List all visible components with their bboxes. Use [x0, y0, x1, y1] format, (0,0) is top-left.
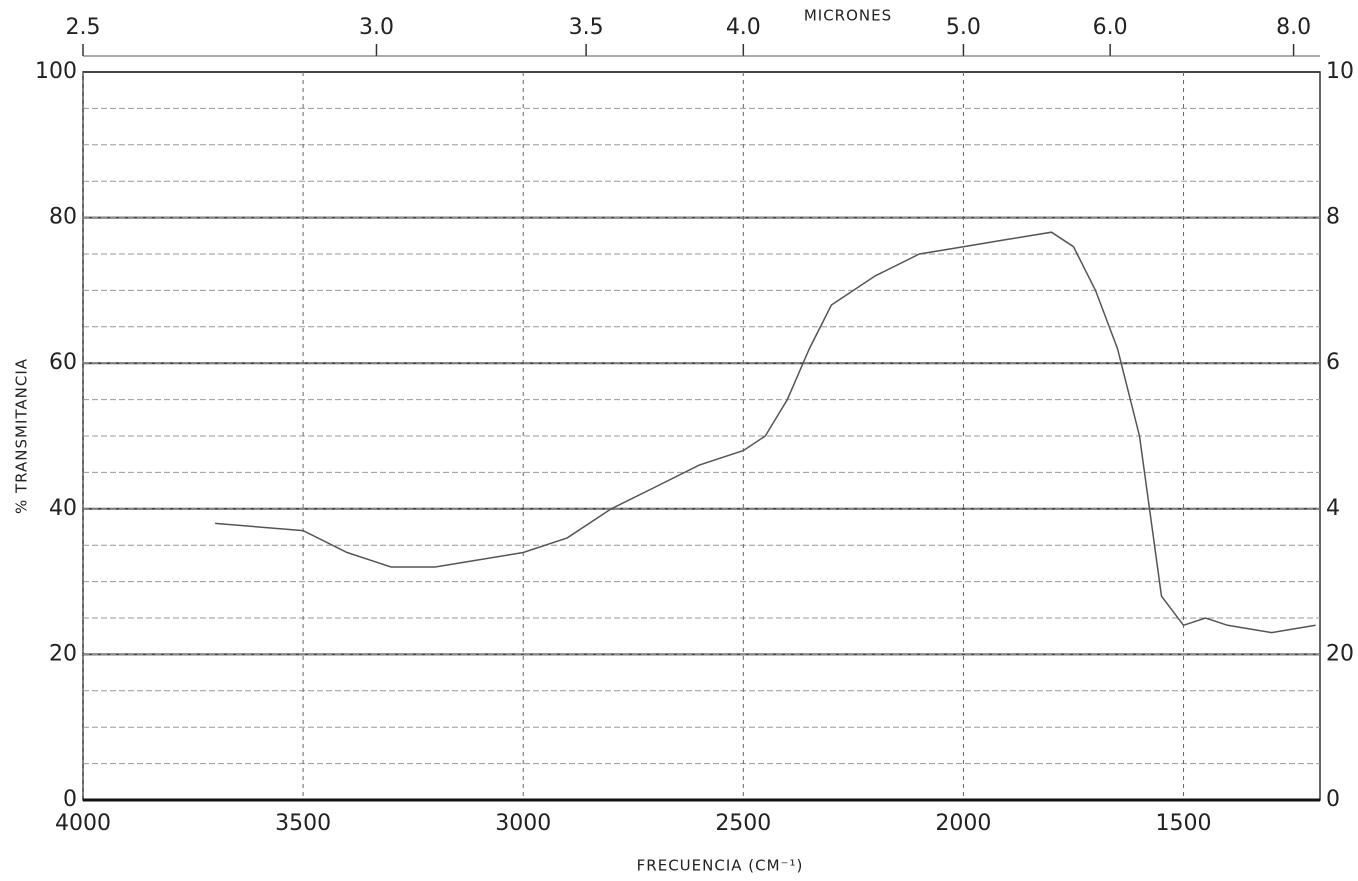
x2-tick-label: 4.0 — [726, 15, 761, 40]
x2-tick-label: 6.0 — [1093, 15, 1128, 40]
x2-tick-label: 8.0 — [1276, 15, 1311, 40]
y-tick-label: 80 — [49, 205, 77, 230]
x-tick-label: 2000 — [935, 811, 991, 836]
y-tick-label: 60 — [49, 350, 77, 375]
spectrum-line — [215, 231, 1316, 634]
right-tick-label: 4 — [1326, 496, 1340, 521]
y-tick-label: 100 — [35, 59, 77, 84]
x-tick-label: 3500 — [275, 811, 331, 836]
x2-tick-label: 5.0 — [946, 15, 981, 40]
right-tick-label: 10 — [1326, 59, 1354, 84]
x-tick-label: 2500 — [715, 811, 771, 836]
x-axis-label: FRECUENCIA (CM⁻¹) — [637, 857, 804, 875]
y-tick-label: 40 — [49, 496, 77, 521]
right-tick-label: 20 — [1326, 641, 1354, 666]
x2-tick-label: 3.0 — [359, 15, 394, 40]
right-tick-label: 8 — [1326, 205, 1340, 230]
y-tick-label: 0 — [63, 787, 77, 812]
y-axis-label: % TRANSMITANCIA — [13, 358, 31, 514]
x-tick-label: 1500 — [1156, 811, 1212, 836]
x2-tick-label: 2.5 — [66, 15, 101, 40]
x-tick-label: 3000 — [495, 811, 551, 836]
right-tick-label: 0 — [1326, 787, 1340, 812]
right-tick-label: 6 — [1326, 350, 1340, 375]
x-tick-label: 4000 — [55, 811, 111, 836]
chart-title: MICRONES — [804, 7, 892, 25]
x2-tick-label: 3.5 — [569, 15, 604, 40]
y-tick-label: 20 — [49, 641, 77, 666]
